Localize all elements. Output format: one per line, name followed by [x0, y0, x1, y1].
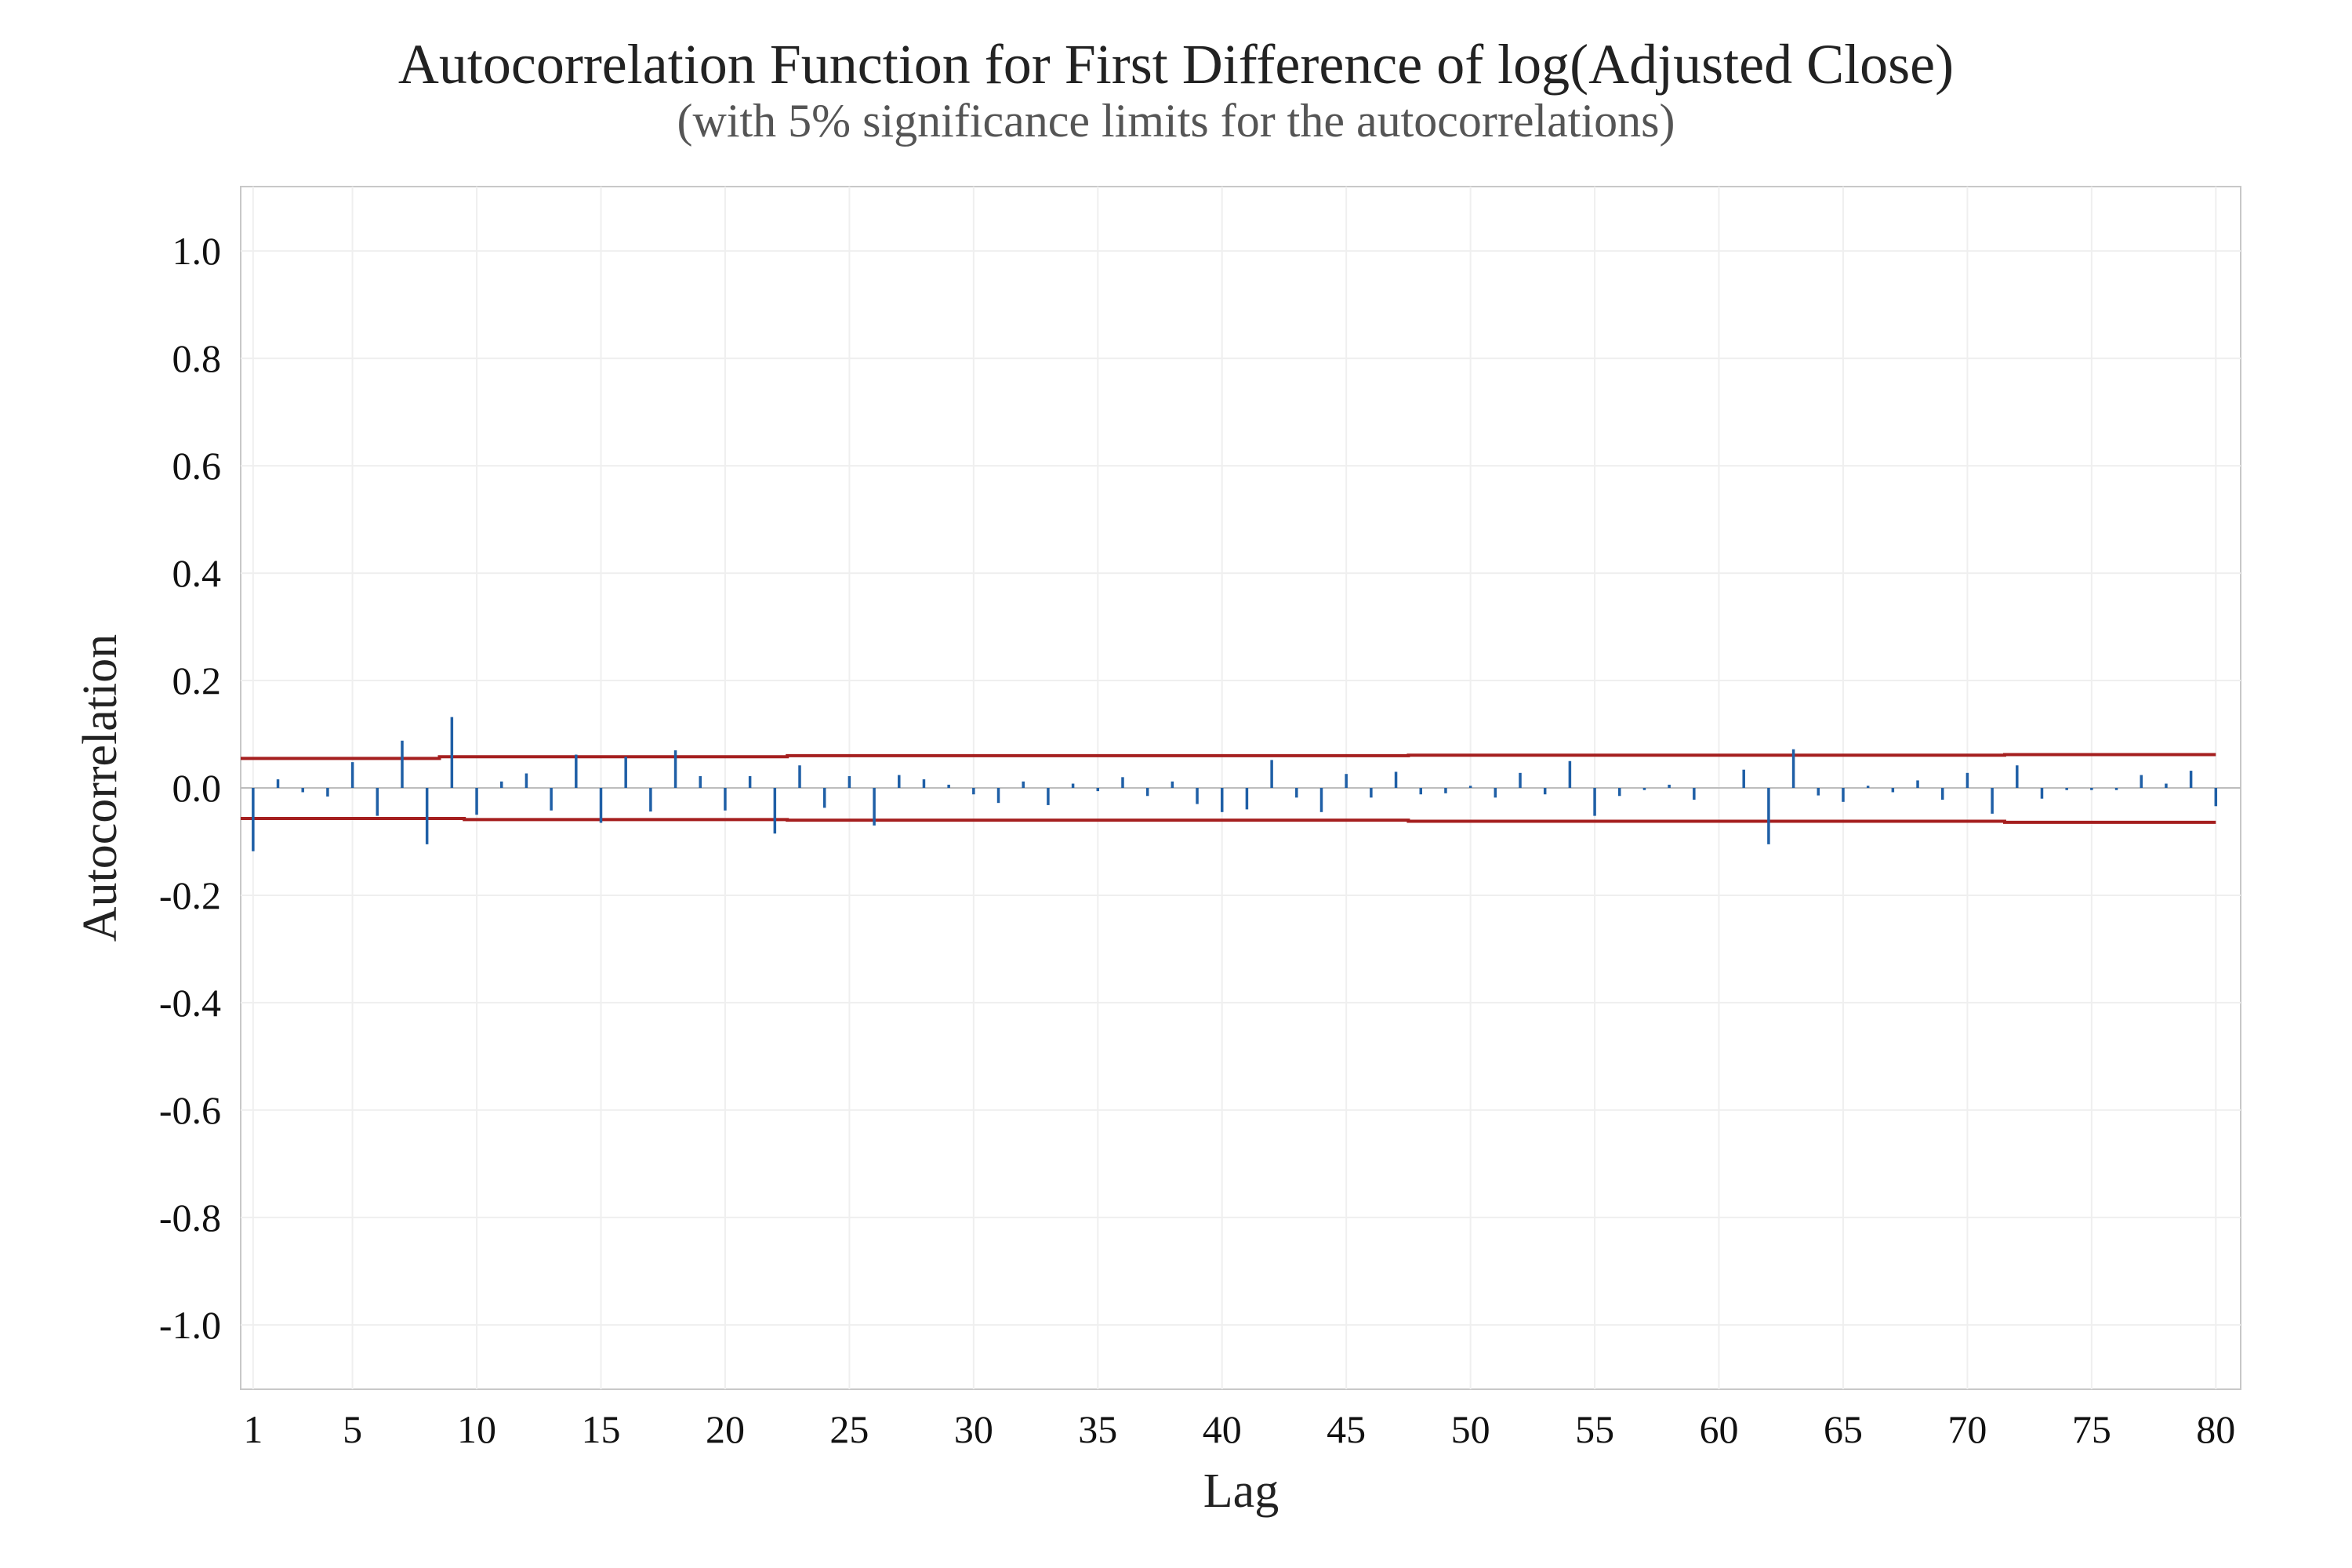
y-tick-label: 0.6 [172, 444, 222, 488]
x-tick-label: 30 [954, 1407, 993, 1451]
x-tick-label: 15 [581, 1407, 620, 1451]
x-tick-label: 35 [1078, 1407, 1117, 1451]
x-tick-label: 80 [2196, 1407, 2235, 1451]
x-tick-label: 25 [829, 1407, 869, 1451]
x-tick-label: 65 [1824, 1407, 1863, 1451]
chart-title: Autocorrelation Function for First Diffe… [398, 33, 1954, 96]
x-tick-label: 75 [2072, 1407, 2111, 1451]
x-tick-labels: 1 5 10 15 20 25 30 35 40 45 50 55 60 65 70 75 80 [243, 1407, 2235, 1451]
y-tick-label: 0.0 [172, 766, 222, 810]
y-tick-label: 1.0 [172, 229, 222, 273]
x-tick-label: 1 [243, 1407, 263, 1451]
y-tick-label: -0.2 [159, 873, 221, 917]
significance-limit-lower [241, 817, 2216, 824]
x-tick-label: 45 [1327, 1407, 1366, 1451]
y-tick-labels: 1.0 0.8 0.6 0.4 0.2 0.0 -0.2 -0.4 -0.6 -0.8 -1.0 [159, 229, 221, 1347]
y-tick-label: 0.4 [172, 551, 222, 595]
significance-limit-upper [241, 753, 2216, 760]
y-axis-title: Autocorrelation [74, 634, 127, 942]
acf-spikes [252, 717, 2218, 851]
x-axis-title: Lag [1203, 1465, 1279, 1518]
x-tick-label: 20 [706, 1407, 745, 1451]
chart-subtitle: (with 5% significance limits for the aut… [677, 95, 1675, 147]
y-tick-label: 0.8 [172, 336, 222, 380]
x-tick-label: 10 [457, 1407, 496, 1451]
x-tick-label: 70 [1947, 1407, 1987, 1451]
x-tick-label: 60 [1700, 1407, 1739, 1451]
y-tick-label: -0.8 [159, 1196, 221, 1240]
y-tick-label: 0.2 [172, 659, 222, 702]
x-tick-label: 5 [343, 1407, 362, 1451]
x-tick-label: 50 [1451, 1407, 1490, 1451]
y-tick-label: -0.4 [159, 981, 221, 1025]
x-tick-label: 55 [1575, 1407, 1614, 1451]
y-tick-label: -1.0 [159, 1303, 221, 1347]
x-tick-label: 40 [1203, 1407, 1242, 1451]
y-tick-label: -0.6 [159, 1088, 221, 1132]
significance-limits [241, 753, 2216, 824]
